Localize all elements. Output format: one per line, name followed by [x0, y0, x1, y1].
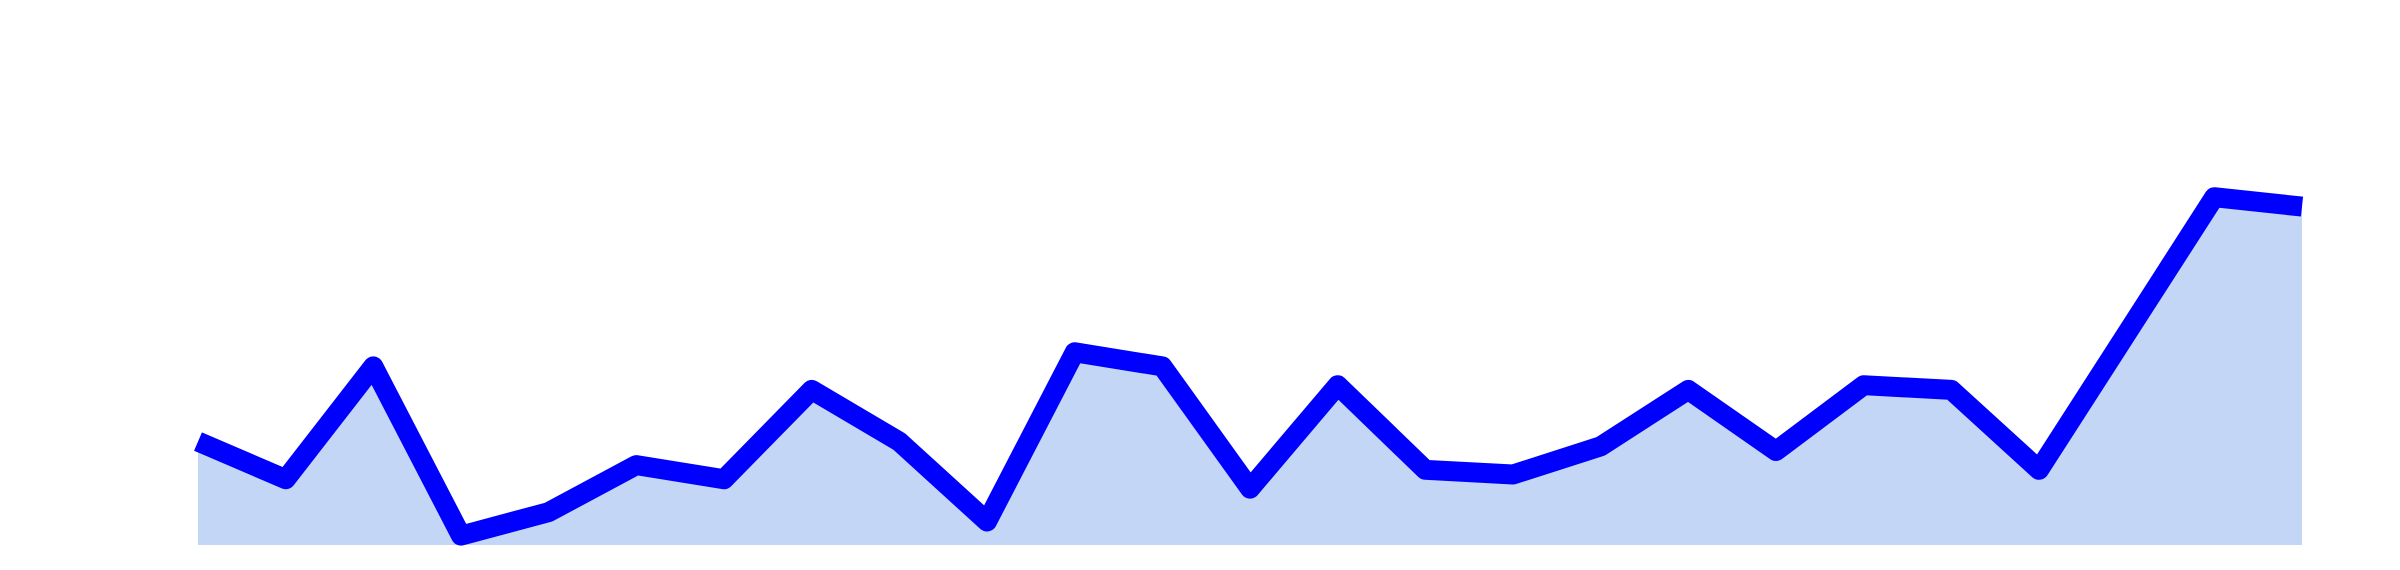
series-line — [194, 187, 2304, 546]
